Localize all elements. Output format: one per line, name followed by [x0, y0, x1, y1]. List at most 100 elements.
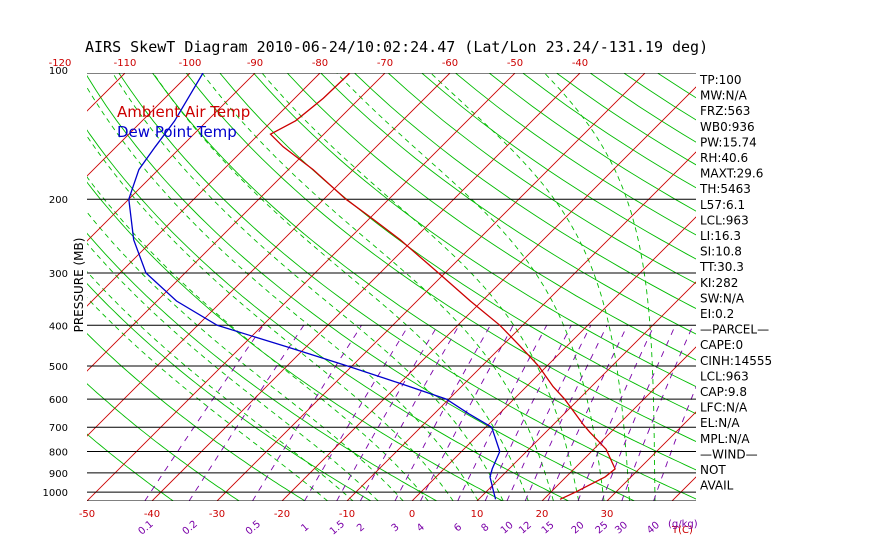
stat-item: TT:30.3	[699, 260, 744, 274]
dry-adiabat-line	[87, 75, 635, 501]
dry-adiabat-line	[657, 73, 696, 99]
isotherm-line	[541, 346, 696, 501]
mixing-ratio-tick-label: 3	[390, 522, 402, 535]
stat-item: LCL:963	[700, 213, 749, 227]
isotherms	[0, 73, 870, 501]
stat-item: MAXT:29.6	[700, 167, 763, 181]
mixing-ratio-tick-label: 1	[299, 522, 311, 535]
mixing-ratio-line	[547, 325, 628, 501]
mixing-ratio-line	[577, 325, 655, 501]
series-ambient-air-temp	[269, 73, 616, 500]
stat-item: AVAIL	[700, 479, 734, 493]
mixing-ratio-line	[336, 325, 439, 501]
bottom-temperature-tick-label: -20	[274, 509, 290, 520]
pressure-ticks: 100 200 300 400 500 600 700 800 900 1000	[43, 66, 68, 499]
moist-adiabat-line	[336, 73, 605, 501]
bottom-temperature-tick-label: 20	[536, 509, 549, 520]
legend-dew-point-temp: Dew Point Temp	[117, 123, 237, 141]
pressure-tick-label: 500	[49, 362, 68, 373]
isotherm-line	[87, 73, 256, 242]
dry-adiabat-line	[387, 73, 696, 285]
moist-adiabat-line	[87, 242, 379, 501]
dry-adiabat-line	[87, 383, 240, 501]
profile-series	[128, 73, 616, 500]
dry-adiabat-line	[320, 73, 696, 335]
isotherm-line	[87, 73, 516, 501]
stat-item: LI:16.3	[700, 229, 741, 243]
dry-adiabat-line	[253, 73, 696, 388]
pressure-tick-label: 1000	[43, 488, 68, 499]
top-temperature-ticks: -120 -110 -100 -90 -80 -70 -60 -50 -40	[49, 58, 589, 69]
pressure-tick-label: 800	[49, 448, 68, 459]
mixing-ratio-tick-label: 0.1	[136, 519, 155, 538]
dry-adiabat-line	[421, 73, 696, 260]
mixing-ratio-line	[601, 325, 676, 501]
top-temperature-tick-label: -110	[114, 58, 137, 69]
stat-item: MW:N/A	[700, 89, 748, 103]
dry-adiabat-line	[185, 73, 696, 442]
moist-adiabat-line	[87, 211, 404, 501]
mixing-ratio-tick-label: 15	[540, 520, 557, 537]
isotherm-line	[737, 73, 870, 501]
stat-item: —WIND—	[700, 447, 758, 461]
mixing-ratio-tick-label: 0.2	[181, 519, 200, 538]
mixing-ratio-line	[621, 325, 694, 501]
moist-adiabat-line	[87, 297, 328, 501]
stat-item: —PARCEL—	[700, 323, 769, 337]
moist-adiabat-line	[87, 271, 354, 501]
top-temperature-tick-label: -120	[49, 58, 72, 69]
stat-item: EI:0.2	[700, 307, 734, 321]
dry-adiabat-line	[152, 73, 696, 471]
isobars	[87, 73, 696, 501]
mixing-ratio-tick-label: 12	[517, 520, 534, 537]
mixing-ratio-line	[144, 325, 264, 501]
y-axis-label: PRESSURE (MB)	[72, 238, 86, 333]
bottom-temperature-tick-label: -30	[209, 509, 225, 520]
isotherm-line	[411, 216, 696, 501]
stat-item: TP:100	[699, 73, 742, 87]
isotherm-line	[346, 151, 696, 501]
mixing-ratio-tick-label: 0.5	[244, 519, 263, 538]
top-temperature-tick-label: -50	[507, 58, 523, 69]
stat-item: FRZ:563	[700, 104, 750, 118]
mixing-ratio-line	[394, 325, 491, 501]
legend: Ambient Air Temp Dew Point Temp	[117, 103, 250, 141]
dry-adiabat-line	[87, 129, 569, 501]
isotherm-line	[87, 73, 321, 307]
isotherm-line	[606, 411, 696, 501]
mixing-ratio-tick-label: 20	[570, 520, 587, 537]
mixing-ratio-line	[359, 325, 460, 501]
stat-item: CAPE:0	[700, 338, 743, 352]
mixing-ratio-tick-label: 30	[613, 520, 630, 537]
pressure-tick-label: 600	[49, 395, 68, 406]
mixing-ratio-tick-label: 1.5	[328, 519, 347, 538]
mixing-ratio-tick-label: 10	[499, 520, 516, 537]
mixing-ratio-line	[484, 325, 572, 501]
pressure-tick-label: 400	[49, 321, 68, 332]
stat-item: SI:10.8	[700, 245, 742, 259]
bottom-temperature-tick-label: -10	[339, 509, 355, 520]
mixing-ratio-tick-label: 8	[480, 522, 492, 535]
mixing-ratio-lines	[144, 325, 696, 501]
moist-adiabat-line	[112, 73, 504, 501]
moist-adiabat-line	[201, 73, 554, 501]
dry-adiabat-line	[455, 73, 696, 236]
isotherm-line	[0, 73, 60, 501]
mixing-ratio-tick-label: 40	[645, 520, 662, 537]
isotherm-line	[216, 73, 646, 501]
mixing-ratio-line	[304, 325, 410, 501]
mixing-ratio-ticks: 0.1 0.2 0.5 1 1.5 2 3 4 6 8 10 12 15 20 25 30 40	[136, 519, 661, 538]
pressure-tick-label: 100	[49, 66, 68, 77]
stat-item: WB0:936	[700, 120, 755, 134]
stat-item: RH:40.6	[700, 151, 748, 165]
dry-adiabat-line	[286, 73, 696, 361]
top-temperature-tick-label: -90	[247, 58, 263, 69]
chart-title: AIRS SkewT Diagram 2010-06-24/10:02:24.4…	[85, 38, 708, 56]
pressure-tick-label: 900	[49, 469, 68, 480]
moist-adiabat-line	[544, 73, 656, 501]
mixing-ratio-line	[506, 325, 592, 501]
top-temperature-tick-label: -100	[179, 58, 202, 69]
isotherm-line	[281, 86, 696, 501]
dry-adiabats	[87, 73, 696, 501]
